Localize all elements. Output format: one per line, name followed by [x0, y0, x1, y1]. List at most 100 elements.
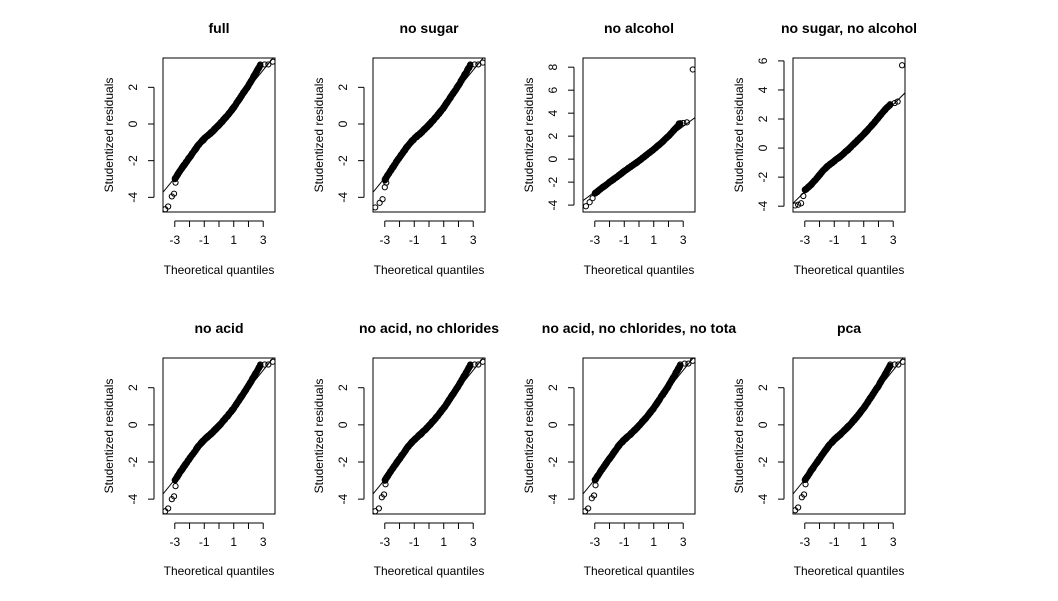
qq-point [793, 202, 799, 209]
qq-point [261, 61, 268, 68]
y-tick-label: 2 [336, 384, 350, 391]
panel-title: no acid, no chlorides, no tota [542, 320, 737, 336]
x-tick-label: -3 [379, 233, 390, 247]
y-axis-label: Studentized residuals [312, 78, 326, 193]
x-tick-label: 1 [440, 535, 447, 549]
x-tick-label: -3 [799, 233, 810, 247]
y-tick-label: 0 [756, 144, 770, 151]
x-tick-label: -3 [589, 535, 600, 549]
y-axis-label: Studentized residuals [732, 78, 746, 193]
qq-points [163, 358, 275, 514]
y-tick-label: 2 [756, 384, 770, 391]
qq-point [265, 61, 272, 68]
x-tick-label: -1 [199, 233, 210, 247]
qq-points [583, 358, 695, 514]
x-tick-label: 3 [680, 535, 687, 549]
x-axis-label: Theoretical quantiles [584, 263, 695, 277]
x-tick-label: -3 [589, 233, 600, 247]
qq-point [891, 99, 898, 107]
qq-point [677, 361, 684, 368]
qq-points [373, 59, 485, 211]
qq-point [380, 491, 388, 498]
qq-panel: no acid, no chlorides Theoretical quantil… [312, 320, 499, 578]
y-tick-label: 6 [546, 87, 560, 94]
x-tick-label: 1 [230, 535, 237, 549]
y-tick-label: 2 [546, 132, 560, 139]
x-tick-label: -1 [619, 535, 630, 549]
qq-point [685, 360, 692, 367]
qq-point [165, 505, 172, 512]
qq-points [373, 358, 485, 514]
qq-point [590, 492, 598, 499]
y-axis-label: Studentized residuals [522, 379, 536, 494]
qq-point [800, 491, 808, 498]
qq-panel: no sugar, no alcohol Theoretical quantile… [732, 20, 917, 277]
qq-point [265, 361, 272, 368]
x-tick-label: 3 [890, 233, 897, 247]
x-axis-label: Theoretical quantiles [374, 564, 485, 578]
plot-frame [582, 57, 696, 213]
x-tick-label: -3 [799, 535, 810, 549]
y-tick-label: -2 [336, 456, 350, 467]
x-axis-label: Theoretical quantiles [584, 564, 695, 578]
panel-title: full [209, 20, 230, 36]
qq-point [899, 358, 905, 365]
qq-point [165, 203, 172, 210]
y-tick-label: 4 [546, 110, 560, 117]
plot-frame [162, 57, 276, 213]
qq-point [592, 189, 599, 196]
plot-frame [582, 357, 696, 515]
y-axis-label: Studentized residuals [522, 78, 536, 193]
x-axis-label: Theoretical quantiles [164, 263, 275, 277]
qq-panel: no alcohol Theoretical quantiles Studentiz… [522, 20, 696, 277]
qq-panel: pca Theoretical quantiles Studentized resi… [732, 320, 906, 578]
y-axis-label: Studentized residuals [732, 379, 746, 494]
qq-point [261, 361, 268, 368]
plot-frame [162, 357, 276, 515]
x-tick-label: 1 [230, 233, 237, 247]
qq-points [583, 66, 695, 210]
y-tick-label: -4 [126, 192, 140, 203]
x-tick-label: 3 [260, 233, 267, 247]
x-tick-label: -1 [829, 535, 840, 549]
qq-point [170, 190, 178, 197]
qq-point [802, 481, 809, 488]
y-tick-label: 0 [546, 155, 560, 162]
qq-point [795, 201, 802, 208]
y-tick-label: 2 [756, 115, 770, 122]
qq-panel: full Theoretical quantiles Studentized res… [102, 20, 276, 277]
qq-point [689, 66, 695, 73]
y-tick-label: 2 [546, 384, 560, 391]
qq-point [895, 361, 902, 368]
y-tick-label: -2 [546, 176, 560, 187]
x-tick-label: -1 [619, 233, 630, 247]
qq-point [891, 361, 898, 368]
y-tick-label: 0 [336, 120, 350, 127]
y-tick-label: 2 [126, 384, 140, 391]
qq-point [269, 358, 275, 365]
qq-point [689, 358, 695, 364]
x-axis-label: Theoretical quantiles [374, 263, 485, 277]
y-tick-label: 6 [756, 57, 770, 64]
qq-point [172, 179, 179, 186]
panel-title: no acid [194, 320, 243, 336]
qq-point [375, 505, 382, 512]
x-tick-label: 3 [470, 233, 477, 247]
y-tick-label: -4 [546, 199, 560, 210]
x-tick-label: 1 [650, 233, 657, 247]
x-tick-label: -1 [199, 535, 210, 549]
qq-point [800, 192, 807, 200]
y-tick-label: -4 [336, 192, 350, 203]
qq-points [793, 358, 905, 514]
qq-point [257, 361, 264, 368]
y-tick-label: -4 [126, 493, 140, 504]
y-axis-label: Studentized residuals [102, 379, 116, 494]
x-tick-label: 1 [650, 535, 657, 549]
x-tick-label: 3 [890, 535, 897, 549]
x-axis-label: Theoretical quantiles [794, 564, 905, 578]
y-tick-label: 0 [756, 421, 770, 428]
x-tick-label: 1 [860, 535, 867, 549]
y-tick-label: -2 [336, 155, 350, 166]
qq-panel: no sugar Theoretical quantiles Studentized… [312, 20, 486, 277]
x-tick-label: 3 [470, 535, 477, 549]
